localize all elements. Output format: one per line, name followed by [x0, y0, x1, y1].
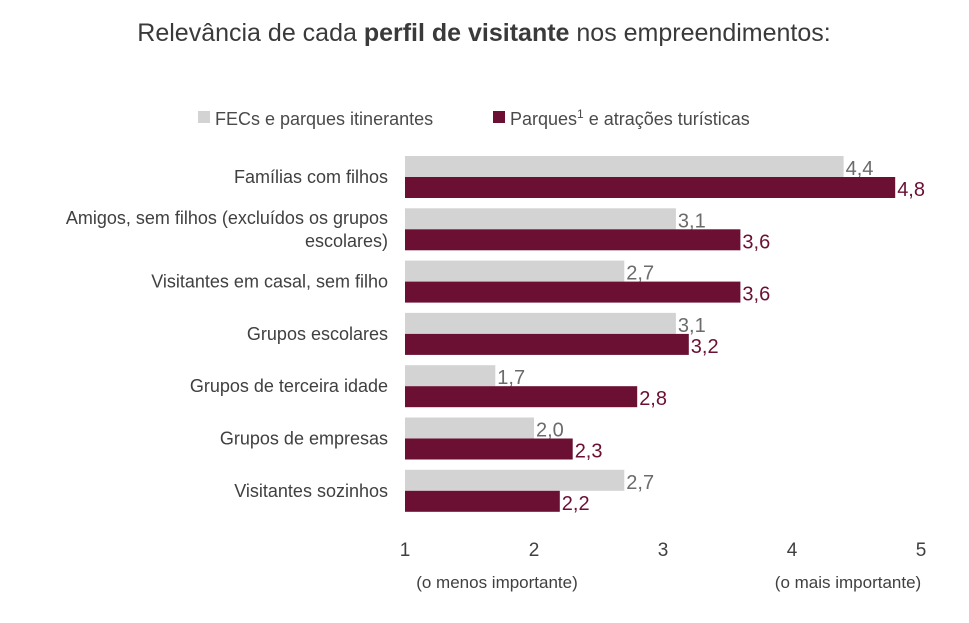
legend-swatch-parques — [493, 111, 505, 123]
x-tick-label: 4 — [787, 540, 798, 561]
data-label-parques: 2,8 — [639, 388, 667, 410]
data-label-parques: 3,6 — [742, 284, 770, 306]
bar-parques — [405, 333, 689, 355]
bar-fecs — [405, 365, 496, 387]
x-tick-label: 3 — [658, 540, 669, 561]
category-label: Grupos de empresas — [220, 429, 388, 449]
legend-swatch-fecs — [198, 111, 210, 123]
category-label: Famílias com filhos — [234, 167, 388, 187]
data-label-parques: 4,8 — [897, 179, 925, 201]
data-label-parques: 3,6 — [742, 231, 770, 253]
x-max-note: (o mais importante) — [775, 573, 921, 592]
x-min-note: (o menos importante) — [416, 573, 578, 592]
category-label: Grupos escolares — [247, 324, 388, 344]
category-label: Grupos de terceira idade — [190, 376, 388, 396]
category-label: Visitantes sozinhos — [234, 481, 388, 501]
data-label-fecs: 2,7 — [626, 263, 654, 285]
legend-label-parques: Parques1 e atrações turísticas — [510, 107, 750, 129]
data-label-parques: 2,2 — [562, 493, 590, 515]
bar-fecs — [405, 156, 844, 177]
x-tick-label: 5 — [916, 540, 927, 561]
data-label-fecs: 2,0 — [536, 420, 564, 442]
data-label-fecs: 2,7 — [626, 472, 654, 494]
plot-area: Famílias com filhos 4,4 4,8 Amigos, sem fil… — [66, 156, 926, 561]
chart-title-part-1: Relevância de cada — [137, 19, 364, 47]
data-label-fecs: 4,4 — [846, 158, 874, 180]
bar-parques — [405, 490, 560, 512]
bar-fecs — [405, 417, 534, 439]
legend-label-parques-sup: 1 — [577, 107, 584, 121]
data-label-parques: 2,3 — [575, 441, 603, 463]
category-label: Amigos, sem filhos (excluídos os grupos — [66, 208, 388, 228]
x-tick-label: 2 — [529, 540, 540, 561]
bar-parques — [405, 281, 741, 303]
bar-fecs — [405, 469, 625, 491]
bar-parques — [405, 438, 573, 460]
legend-label-parques-main: Parques — [510, 109, 577, 129]
chart-title-part-3: nos empreendimentos: — [569, 19, 830, 47]
data-label-fecs: 1,7 — [497, 367, 525, 389]
category-label: escolares) — [305, 231, 388, 251]
category-label: Visitantes em casal, sem filho — [151, 272, 388, 292]
bar-fecs — [405, 312, 676, 334]
legend: FECs e parques itinerantes Parques1 e at… — [198, 107, 750, 129]
legend-label-fecs: FECs e parques itinerantes — [215, 109, 433, 129]
data-label-parques: 3,2 — [691, 336, 719, 358]
data-label-fecs: 3,1 — [678, 315, 706, 337]
bar-parques — [405, 229, 741, 251]
bar-parques — [405, 177, 896, 198]
legend-label-parques-rest: e atrações turísticas — [584, 109, 750, 129]
chart-title-bold-part: perfil de visitante — [364, 19, 570, 47]
x-tick-label: 1 — [400, 540, 411, 561]
data-label-fecs: 3,1 — [678, 210, 706, 232]
bar-fecs — [405, 260, 625, 282]
chart-title: Relevância de cada perfil de visitante n… — [137, 19, 830, 47]
bar-parques — [405, 386, 638, 408]
bar-fecs — [405, 208, 676, 230]
